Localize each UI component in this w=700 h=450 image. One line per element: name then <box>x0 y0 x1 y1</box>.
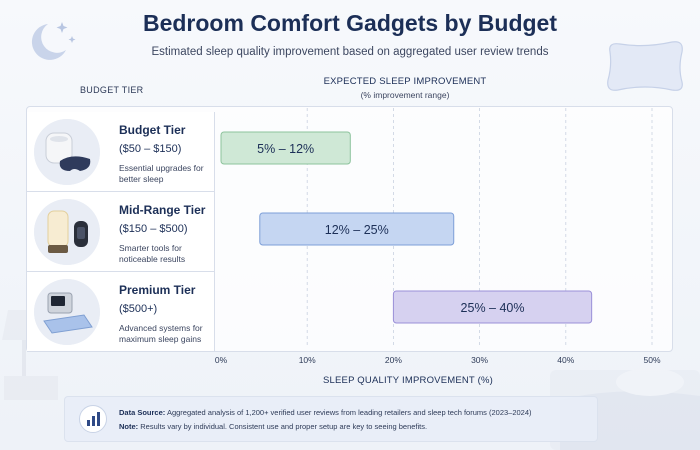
smart-hub-icon <box>47 292 73 314</box>
range-bar-label: 12% – 25% <box>325 223 389 237</box>
tier-card-budget: Budget Tier ($50 – $150) Essential upgra… <box>27 112 215 192</box>
pillow-icon <box>607 41 683 91</box>
data-source-label: Data Source: <box>119 408 166 417</box>
tier-name: Mid-Range Tier <box>119 203 206 217</box>
range-bar <box>259 212 455 246</box>
page-title: Bedroom Comfort Gadgets by Budget <box>142 10 557 36</box>
data-source-footer: Data Source: Aggregated analysis of 1,20… <box>64 396 598 442</box>
range-bar <box>392 290 593 324</box>
tier-name: Premium Tier <box>119 283 196 297</box>
note-line: Note: Results vary by individual. Consis… <box>119 422 427 431</box>
sunrise-lamp-icon <box>47 210 69 253</box>
x-axis-label: SLEEP QUALITY IMPROVEMENT (%) <box>323 375 493 386</box>
note-label: Note: <box>119 422 139 431</box>
premium-gadgets-thumbnail <box>34 279 100 345</box>
tier-card-mid-range: Mid-Range Tier ($150 – $500) Smarter too… <box>27 192 215 272</box>
range-bar-label: 5% – 12% <box>257 142 314 156</box>
data-source-text: Aggregated analysis of 1,200+ verified u… <box>166 408 532 417</box>
cooling-mattress-pad-icon <box>43 314 93 334</box>
sleep-mask-icon <box>59 156 91 171</box>
moon-stars-icon <box>31 22 76 60</box>
tier-description: Smarter tools for noticeable results <box>119 243 186 264</box>
fitness-band-icon <box>74 221 88 247</box>
tier-price: ($500+) <box>119 303 158 315</box>
x-tick-label: 30% <box>471 355 488 365</box>
x-tick-label: 10% <box>299 355 316 365</box>
note-text: Results vary by individual. Consistent u… <box>140 422 428 431</box>
tier-description: Essential upgrades for better sleep <box>119 163 204 184</box>
mid-range-gadgets-thumbnail <box>34 199 100 265</box>
data-source-line: Data Source: Aggregated analysis of 1,20… <box>119 408 532 417</box>
improvement-column-subheading: (% improvement range) <box>360 90 450 100</box>
x-tick-label: 20% <box>385 355 402 365</box>
white-noise-machine-icon <box>45 132 73 164</box>
tier-description: Advanced systems for maximum sleep gains <box>119 323 203 344</box>
tier-price: ($50 – $150) <box>119 143 182 155</box>
tier-column-heading: BUDGET TIER <box>80 85 144 95</box>
bar-chart-icon <box>79 405 107 433</box>
range-bar <box>220 131 351 165</box>
tier-name: Budget Tier <box>119 123 186 137</box>
budget-gadgets-thumbnail <box>34 119 100 185</box>
tier-card-premium: Premium Tier ($500+) Advanced systems fo… <box>27 272 215 352</box>
improvement-column-heading: EXPECTED SLEEP IMPROVEMENT <box>323 76 487 87</box>
x-tick-label: 40% <box>557 355 574 365</box>
x-tick-label: 0% <box>215 355 228 365</box>
page-subtitle: Estimated sleep quality improvement base… <box>151 46 549 58</box>
tier-price: ($150 – $500) <box>119 223 188 235</box>
range-bar-label: 25% – 40% <box>461 301 525 315</box>
x-tick-label: 50% <box>643 355 660 365</box>
